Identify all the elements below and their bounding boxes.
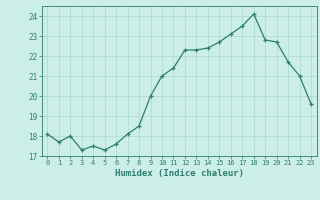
- X-axis label: Humidex (Indice chaleur): Humidex (Indice chaleur): [115, 169, 244, 178]
